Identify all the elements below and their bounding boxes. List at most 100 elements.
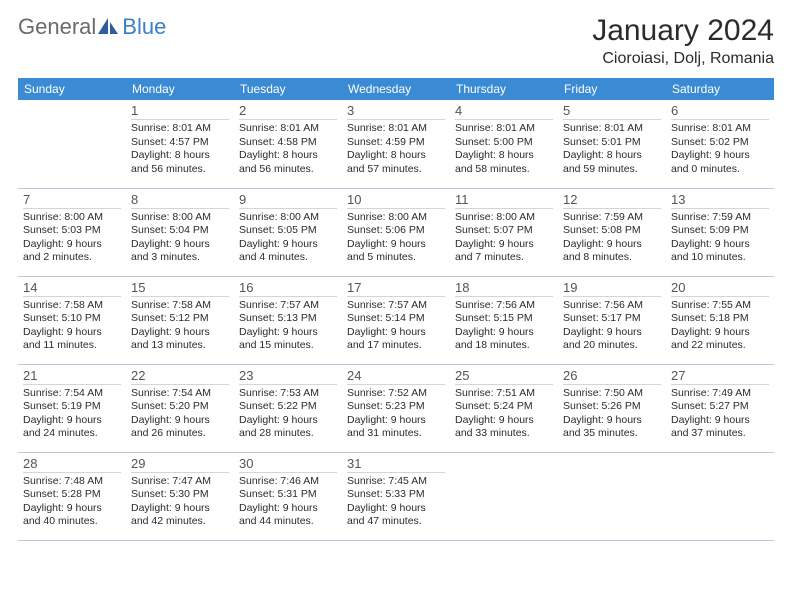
daylight-line-1: Daylight: 8 hours: [563, 149, 661, 163]
sunset-line: Sunset: 5:02 PM: [671, 136, 769, 150]
calendar-day-cell: 29Sunrise: 7:47 AMSunset: 5:30 PMDayligh…: [126, 452, 234, 540]
calendar-day-cell: 12Sunrise: 7:59 AMSunset: 5:08 PMDayligh…: [558, 188, 666, 276]
daylight-line-2: and 35 minutes.: [563, 427, 661, 441]
sunrise-line: Sunrise: 7:57 AM: [347, 299, 445, 313]
day-number: 11: [455, 192, 553, 209]
day-number: 28: [23, 456, 121, 473]
daylight-line-2: and 8 minutes.: [563, 251, 661, 265]
day-number: 29: [131, 456, 229, 473]
daylight-line-2: and 28 minutes.: [239, 427, 337, 441]
calendar-week-row: 21Sunrise: 7:54 AMSunset: 5:19 PMDayligh…: [18, 364, 774, 452]
calendar-day-cell: 9Sunrise: 8:00 AMSunset: 5:05 PMDaylight…: [234, 188, 342, 276]
sunset-line: Sunset: 4:57 PM: [131, 136, 229, 150]
sunset-line: Sunset: 5:27 PM: [671, 400, 769, 414]
calendar-day-cell: 11 Sunrise: 8:00 AMSunset: 5:07 PMDayligh…: [450, 188, 558, 276]
day-number: 21: [23, 368, 121, 385]
day-header-row: SundayMondayTuesdayWednesdayThursdayFrid…: [18, 78, 774, 100]
calendar-day-cell: 15Sunrise: 7:58 AMSunset: 5:12 PMDayligh…: [126, 276, 234, 364]
sunrise-line: Sunrise: 7:59 AM: [671, 211, 769, 225]
day-number: 27: [671, 368, 769, 385]
sunset-line: Sunset: 5:07 PM: [455, 224, 553, 238]
daylight-line-1: Daylight: 9 hours: [239, 414, 337, 428]
daylight-line-2: and 18 minutes.: [455, 339, 553, 353]
day-header: Sunday: [18, 78, 126, 100]
sunset-line: Sunset: 5:01 PM: [563, 136, 661, 150]
day-number: 17: [347, 280, 445, 297]
logo: General Blue: [18, 14, 166, 40]
calendar-day-cell: 22Sunrise: 7:54 AMSunset: 5:20 PMDayligh…: [126, 364, 234, 452]
daylight-line-1: Daylight: 9 hours: [671, 149, 769, 163]
calendar-day-cell: 10Sunrise: 8:00 AMSunset: 5:06 PMDayligh…: [342, 188, 450, 276]
daylight-line-2: and 7 minutes.: [455, 251, 553, 265]
day-number: 26: [563, 368, 661, 385]
daylight-line-1: Daylight: 9 hours: [239, 502, 337, 516]
daylight-line-1: Daylight: 9 hours: [455, 238, 553, 252]
day-number: 1: [131, 103, 229, 120]
calendar-day-cell: 27Sunrise: 7:49 AMSunset: 5:27 PMDayligh…: [666, 364, 774, 452]
calendar-day-cell: .: [450, 452, 558, 540]
calendar-day-cell: 5Sunrise: 8:01 AMSunset: 5:01 PMDaylight…: [558, 100, 666, 188]
calendar-day-cell: 16Sunrise: 7:57 AMSunset: 5:13 PMDayligh…: [234, 276, 342, 364]
sunrise-line: Sunrise: 7:53 AM: [239, 387, 337, 401]
day-number: 4: [455, 103, 553, 120]
sunrise-line: Sunrise: 7:52 AM: [347, 387, 445, 401]
day-number: 31: [347, 456, 445, 473]
logo-text-general: General: [18, 14, 96, 40]
daylight-line-2: and 26 minutes.: [131, 427, 229, 441]
daylight-line-1: Daylight: 9 hours: [131, 502, 229, 516]
sunset-line: Sunset: 5:18 PM: [671, 312, 769, 326]
day-number: 18: [455, 280, 553, 297]
daylight-line-1: Daylight: 8 hours: [347, 149, 445, 163]
daylight-line-1: Daylight: 9 hours: [347, 502, 445, 516]
calendar-day-cell: 4Sunrise: 8:01 AMSunset: 5:00 PMDaylight…: [450, 100, 558, 188]
sunrise-line: Sunrise: 8:00 AM: [455, 211, 553, 225]
sunrise-line: Sunrise: 8:00 AM: [239, 211, 337, 225]
day-number: 19: [563, 280, 661, 297]
calendar-day-cell: .: [18, 100, 126, 188]
day-number: 15: [131, 280, 229, 297]
sunset-line: Sunset: 5:19 PM: [23, 400, 121, 414]
daylight-line-2: and 15 minutes.: [239, 339, 337, 353]
daylight-line-2: and 57 minutes.: [347, 163, 445, 177]
sunset-line: Sunset: 5:28 PM: [23, 488, 121, 502]
day-number: 23: [239, 368, 337, 385]
sunset-line: Sunset: 5:05 PM: [239, 224, 337, 238]
daylight-line-2: and 56 minutes.: [239, 163, 337, 177]
sunrise-line: Sunrise: 8:01 AM: [239, 122, 337, 136]
daylight-line-2: and 11 minutes.: [23, 339, 121, 353]
calendar-day-cell: 2Sunrise: 8:01 AMSunset: 4:58 PMDaylight…: [234, 100, 342, 188]
sunset-line: Sunset: 5:23 PM: [347, 400, 445, 414]
daylight-line-2: and 3 minutes.: [131, 251, 229, 265]
calendar-day-cell: 28Sunrise: 7:48 AMSunset: 5:28 PMDayligh…: [18, 452, 126, 540]
daylight-line-2: and 58 minutes.: [455, 163, 553, 177]
day-number: 12: [563, 192, 661, 209]
calendar-week-row: 14Sunrise: 7:58 AMSunset: 5:10 PMDayligh…: [18, 276, 774, 364]
day-number: 9: [239, 192, 337, 209]
daylight-line-1: Daylight: 9 hours: [347, 326, 445, 340]
daylight-line-2: and 4 minutes.: [239, 251, 337, 265]
day-header: Wednesday: [342, 78, 450, 100]
calendar-day-cell: 21Sunrise: 7:54 AMSunset: 5:19 PMDayligh…: [18, 364, 126, 452]
sunrise-line: Sunrise: 7:58 AM: [131, 299, 229, 313]
sunrise-line: Sunrise: 8:00 AM: [131, 211, 229, 225]
calendar-day-cell: 24Sunrise: 7:52 AMSunset: 5:23 PMDayligh…: [342, 364, 450, 452]
sunrise-line: Sunrise: 7:50 AM: [563, 387, 661, 401]
sunrise-line: Sunrise: 7:58 AM: [23, 299, 121, 313]
day-number: 10: [347, 192, 445, 209]
calendar-day-cell: .: [558, 452, 666, 540]
daylight-line-2: and 5 minutes.: [347, 251, 445, 265]
sunset-line: Sunset: 5:06 PM: [347, 224, 445, 238]
calendar-day-cell: 18Sunrise: 7:56 AMSunset: 5:15 PMDayligh…: [450, 276, 558, 364]
page-header: General Blue January 2024 Cioroiasi, Dol…: [18, 14, 774, 68]
daylight-line-1: Daylight: 8 hours: [131, 149, 229, 163]
daylight-line-2: and 31 minutes.: [347, 427, 445, 441]
daylight-line-2: and 47 minutes.: [347, 515, 445, 529]
day-number: 6: [671, 103, 769, 120]
daylight-line-2: and 22 minutes.: [671, 339, 769, 353]
daylight-line-2: and 42 minutes.: [131, 515, 229, 529]
sunrise-line: Sunrise: 7:57 AM: [239, 299, 337, 313]
daylight-line-1: Daylight: 9 hours: [23, 502, 121, 516]
sunrise-line: Sunrise: 8:01 AM: [671, 122, 769, 136]
sunset-line: Sunset: 5:08 PM: [563, 224, 661, 238]
sunset-line: Sunset: 5:00 PM: [455, 136, 553, 150]
